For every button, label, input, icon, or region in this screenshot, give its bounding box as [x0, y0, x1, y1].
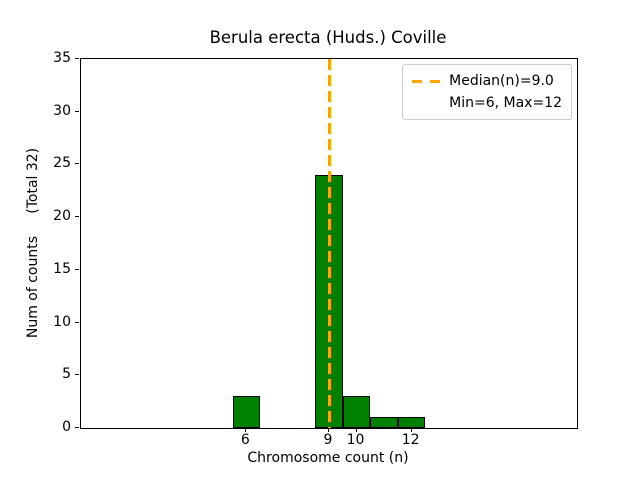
legend-entry-minmax: Min=6, Max=12	[412, 92, 562, 114]
y-tick-label: 35	[53, 50, 71, 66]
y-tick-label: 5	[62, 366, 71, 383]
y-tick-mark	[75, 163, 79, 165]
x-tick-label: 6	[240, 432, 250, 448]
y-axis-label-wrap: Num of counts (Total 32)	[18, 58, 48, 427]
y-tick-label: 0	[62, 419, 71, 435]
legend-label-minmax: Min=6, Max=12	[449, 95, 562, 111]
y-tick-label: 20	[53, 208, 71, 225]
bar	[370, 417, 398, 428]
x-tick-label: 12	[401, 432, 420, 448]
y-tick-label: 15	[53, 260, 71, 277]
x-axis-label: Chromosome count (n)	[247, 450, 409, 466]
plot-area: Median(n)=9.0 Min=6, Max=12	[80, 58, 578, 429]
y-tick-mark	[75, 216, 79, 218]
y-tick-mark	[75, 374, 79, 376]
y-tick-label: 25	[53, 155, 71, 172]
x-tick-label: 10	[346, 432, 365, 448]
legend: Median(n)=9.0 Min=6, Max=12	[402, 64, 572, 120]
x-tick-mark	[328, 428, 329, 432]
dashed-line-swatch-icon	[412, 79, 441, 83]
y-tick-mark	[75, 321, 79, 323]
x-tick-mark	[245, 428, 247, 432]
y-tick-label: 10	[53, 313, 71, 330]
y-tick-mark	[75, 58, 79, 59]
bar	[397, 417, 426, 428]
y-tick-mark	[75, 110, 79, 112]
y-tick-label: 30	[53, 102, 71, 119]
y-axis-label: Num of counts (Total 32)	[25, 147, 41, 338]
y-tick-mark	[75, 427, 79, 428]
x-tick-label: 9	[323, 432, 333, 448]
x-tick-mark	[410, 428, 412, 432]
empty-swatch	[412, 102, 440, 105]
median-line	[327, 59, 331, 428]
x-tick-mark	[355, 428, 357, 432]
chart-title: Berula erecta (Huds.) Coville	[209, 28, 447, 47]
bar	[342, 396, 371, 428]
legend-entry-median: Median(n)=9.0	[412, 70, 562, 92]
legend-label-median: Median(n)=9.0	[449, 73, 554, 89]
bar	[232, 396, 261, 428]
y-tick-mark	[75, 268, 79, 270]
